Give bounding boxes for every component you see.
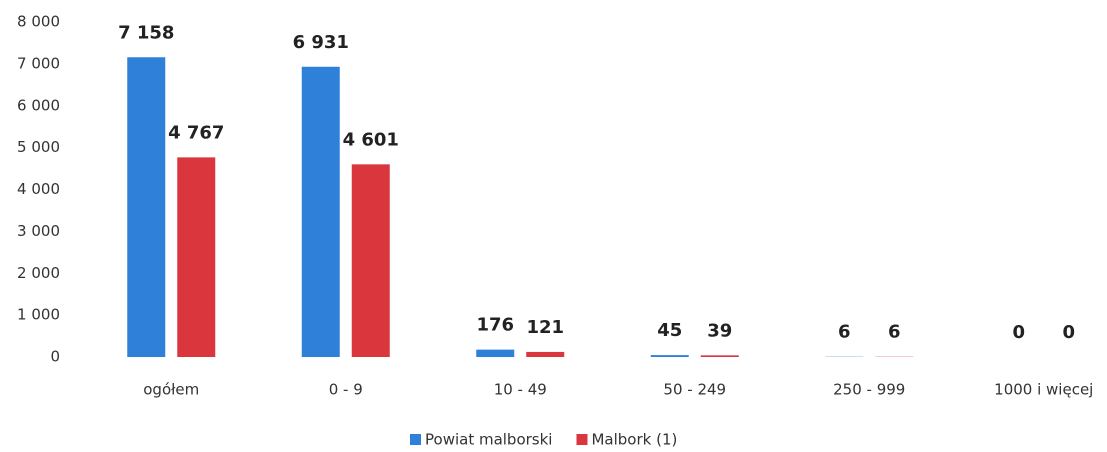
value-label: 6 [888,322,901,343]
bar [700,355,739,357]
x-tick-label: 0 - 9 [329,381,363,399]
legend-label: Powiat malborski [425,431,552,449]
x-tick-label: 10 - 49 [494,381,547,399]
x-tick-label: ogółem [143,381,199,399]
value-label: 7 158 [118,22,174,43]
bar [127,57,166,357]
x-tick-label: 1000 i więcej [994,381,1093,399]
value-label: 6 [838,322,851,343]
x-tick-label: 250 - 999 [833,381,905,399]
bar [476,349,515,357]
legend-swatch [410,434,421,445]
y-tick-label: 5 000 [17,138,60,156]
value-label: 45 [657,320,682,341]
value-label: 39 [707,320,732,341]
value-label: 4 601 [343,129,399,150]
y-tick-label: 8 000 [17,13,60,31]
y-tick-label: 4 000 [17,180,60,198]
y-tick-label: 0 [50,348,60,366]
bar [526,351,565,357]
y-tick-label: 7 000 [17,54,60,72]
value-label: 6 931 [293,32,349,53]
legend-swatch [576,434,588,445]
value-label: 0 [1062,322,1075,343]
value-label: 0 [1012,322,1025,343]
value-label: 121 [526,317,564,338]
bar [301,66,340,357]
y-tick-label: 1 000 [17,306,60,324]
x-tick-label: 50 - 249 [663,381,726,399]
y-tick-label: 3 000 [17,222,60,240]
value-label: 4 767 [168,122,224,143]
bar [650,355,689,357]
y-tick-label: 2 000 [17,264,60,282]
bar [177,157,216,357]
y-tick-label: 6 000 [17,96,60,114]
bar [351,164,390,357]
legend-label: Malbork (1) [591,431,677,449]
value-label: 176 [476,315,514,336]
